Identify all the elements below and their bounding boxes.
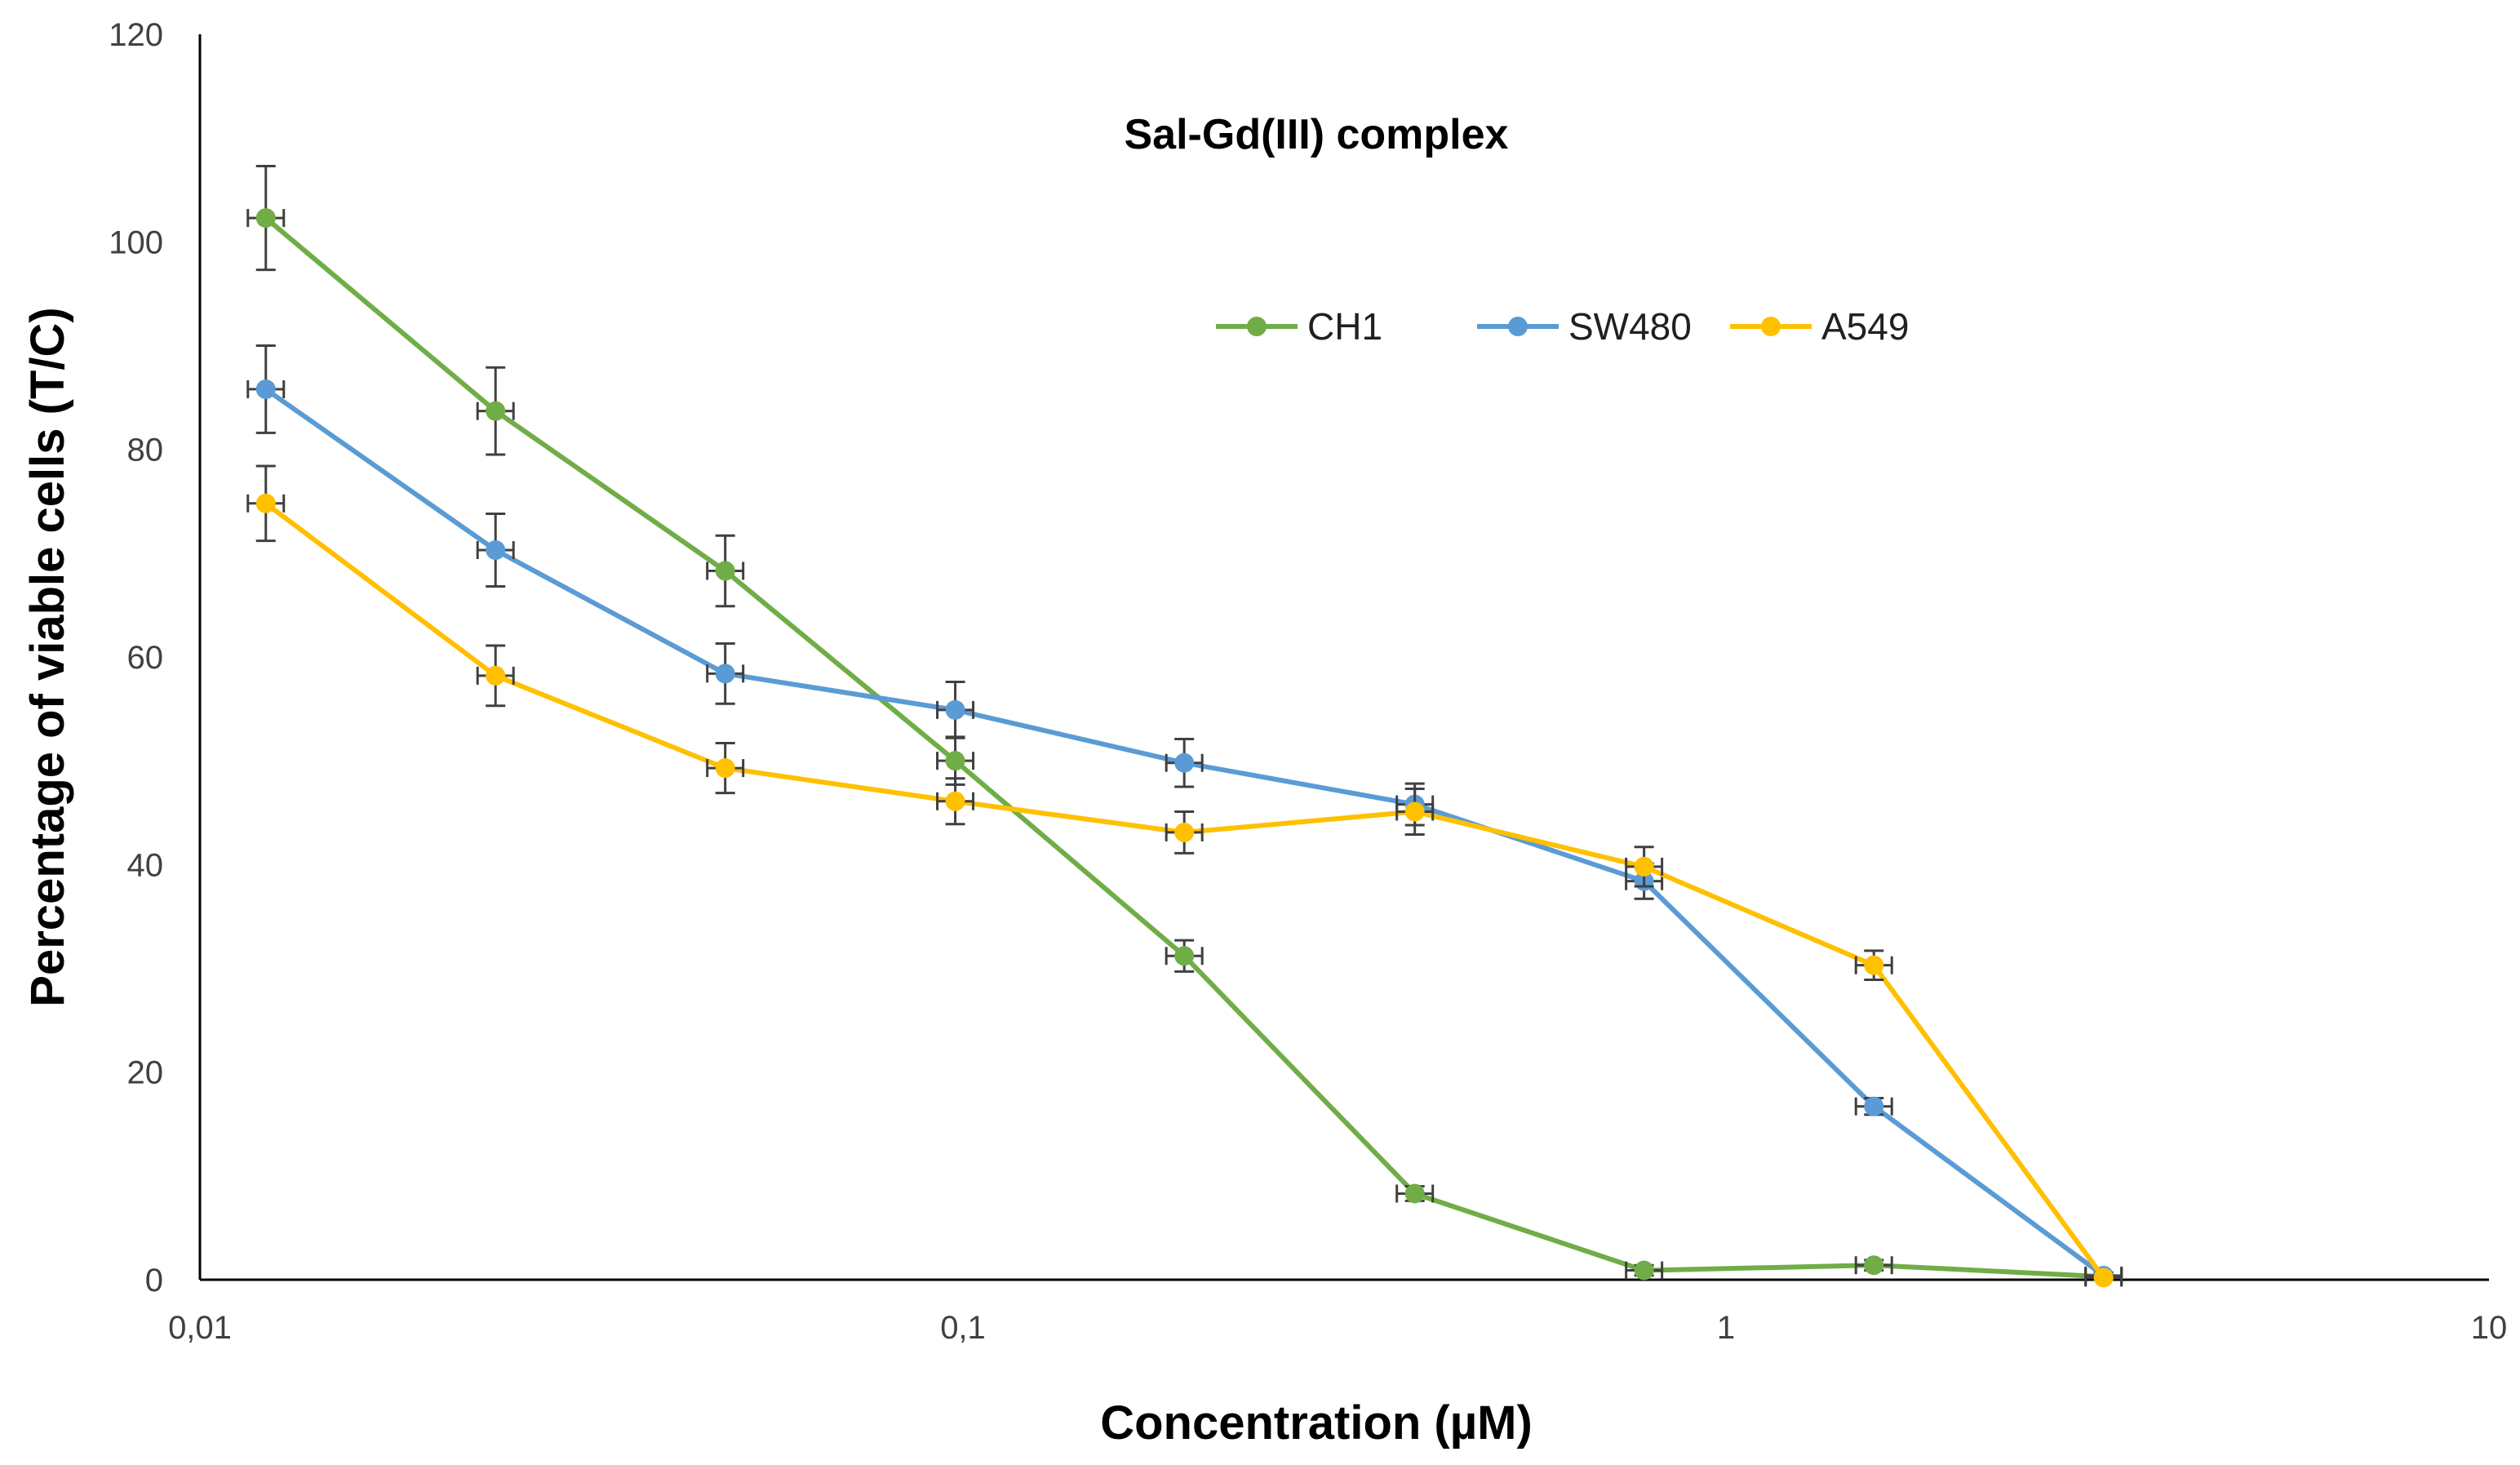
series-sw480 bbox=[246, 344, 2123, 1285]
x-tick-label: 1 bbox=[1717, 1310, 1735, 1346]
legend-item-sw480: SW480 bbox=[1477, 305, 1692, 348]
data-point bbox=[945, 699, 965, 720]
data-point bbox=[1864, 1255, 1884, 1276]
legend-swatch-marker bbox=[1761, 317, 1781, 336]
legend-swatch-marker bbox=[1508, 317, 1528, 336]
x-axis-title: Concentration (µM) bbox=[1100, 1396, 1533, 1449]
y-tick-labels: 0 20 40 60 80 100 120 bbox=[109, 17, 163, 1299]
data-point bbox=[1634, 1260, 1654, 1281]
x-tick-labels: 0,01 0,1 1 10 bbox=[168, 1310, 2507, 1346]
series-layer bbox=[246, 165, 2123, 1288]
y-tick-label: 40 bbox=[127, 847, 164, 883]
data-point bbox=[1174, 946, 1195, 966]
data-point bbox=[1864, 1096, 1884, 1117]
y-tick-label: 120 bbox=[109, 17, 163, 53]
legend-label: SW480 bbox=[1568, 305, 1692, 348]
data-point bbox=[1174, 752, 1195, 773]
legend-label: A549 bbox=[1821, 305, 1909, 348]
data-point bbox=[945, 791, 965, 811]
data-point bbox=[1174, 822, 1195, 842]
legend-label: CH1 bbox=[1307, 305, 1382, 348]
data-point bbox=[486, 540, 506, 561]
legend-swatch-marker bbox=[1247, 317, 1267, 336]
data-point bbox=[486, 401, 506, 421]
series-a549 bbox=[246, 464, 2123, 1288]
data-point bbox=[945, 751, 965, 771]
series-ch1 bbox=[246, 165, 2123, 1287]
data-point bbox=[1404, 801, 1425, 822]
data-point bbox=[715, 664, 735, 684]
y-tick-label: 60 bbox=[127, 640, 164, 676]
data-point bbox=[255, 379, 276, 399]
data-point bbox=[715, 561, 735, 581]
y-tick-label: 20 bbox=[127, 1055, 164, 1091]
legend: CH1 SW480 A549 bbox=[1216, 305, 1909, 348]
y-tick-label: 80 bbox=[127, 433, 164, 468]
legend-item-a549: A549 bbox=[1730, 305, 1909, 348]
x-tick-label: 0,01 bbox=[168, 1310, 232, 1346]
x-tick-label: 10 bbox=[2471, 1310, 2508, 1346]
data-point bbox=[255, 493, 276, 513]
chart-title: Sal-Gd(III) complex bbox=[1125, 111, 1509, 158]
data-point bbox=[255, 208, 276, 229]
data-point bbox=[715, 758, 735, 779]
x-tick-label: 0,1 bbox=[940, 1310, 986, 1346]
y-axis-title: Percentage of viable cells (T/C) bbox=[21, 307, 74, 1006]
data-point bbox=[2093, 1267, 2114, 1288]
legend-item-ch1: CH1 bbox=[1216, 305, 1382, 348]
y-tick-label: 0 bbox=[145, 1263, 163, 1299]
data-point bbox=[1864, 955, 1884, 975]
y-tick-label: 100 bbox=[109, 224, 163, 260]
data-point bbox=[486, 665, 506, 686]
data-point bbox=[1634, 856, 1654, 877]
data-point bbox=[1404, 1183, 1425, 1204]
